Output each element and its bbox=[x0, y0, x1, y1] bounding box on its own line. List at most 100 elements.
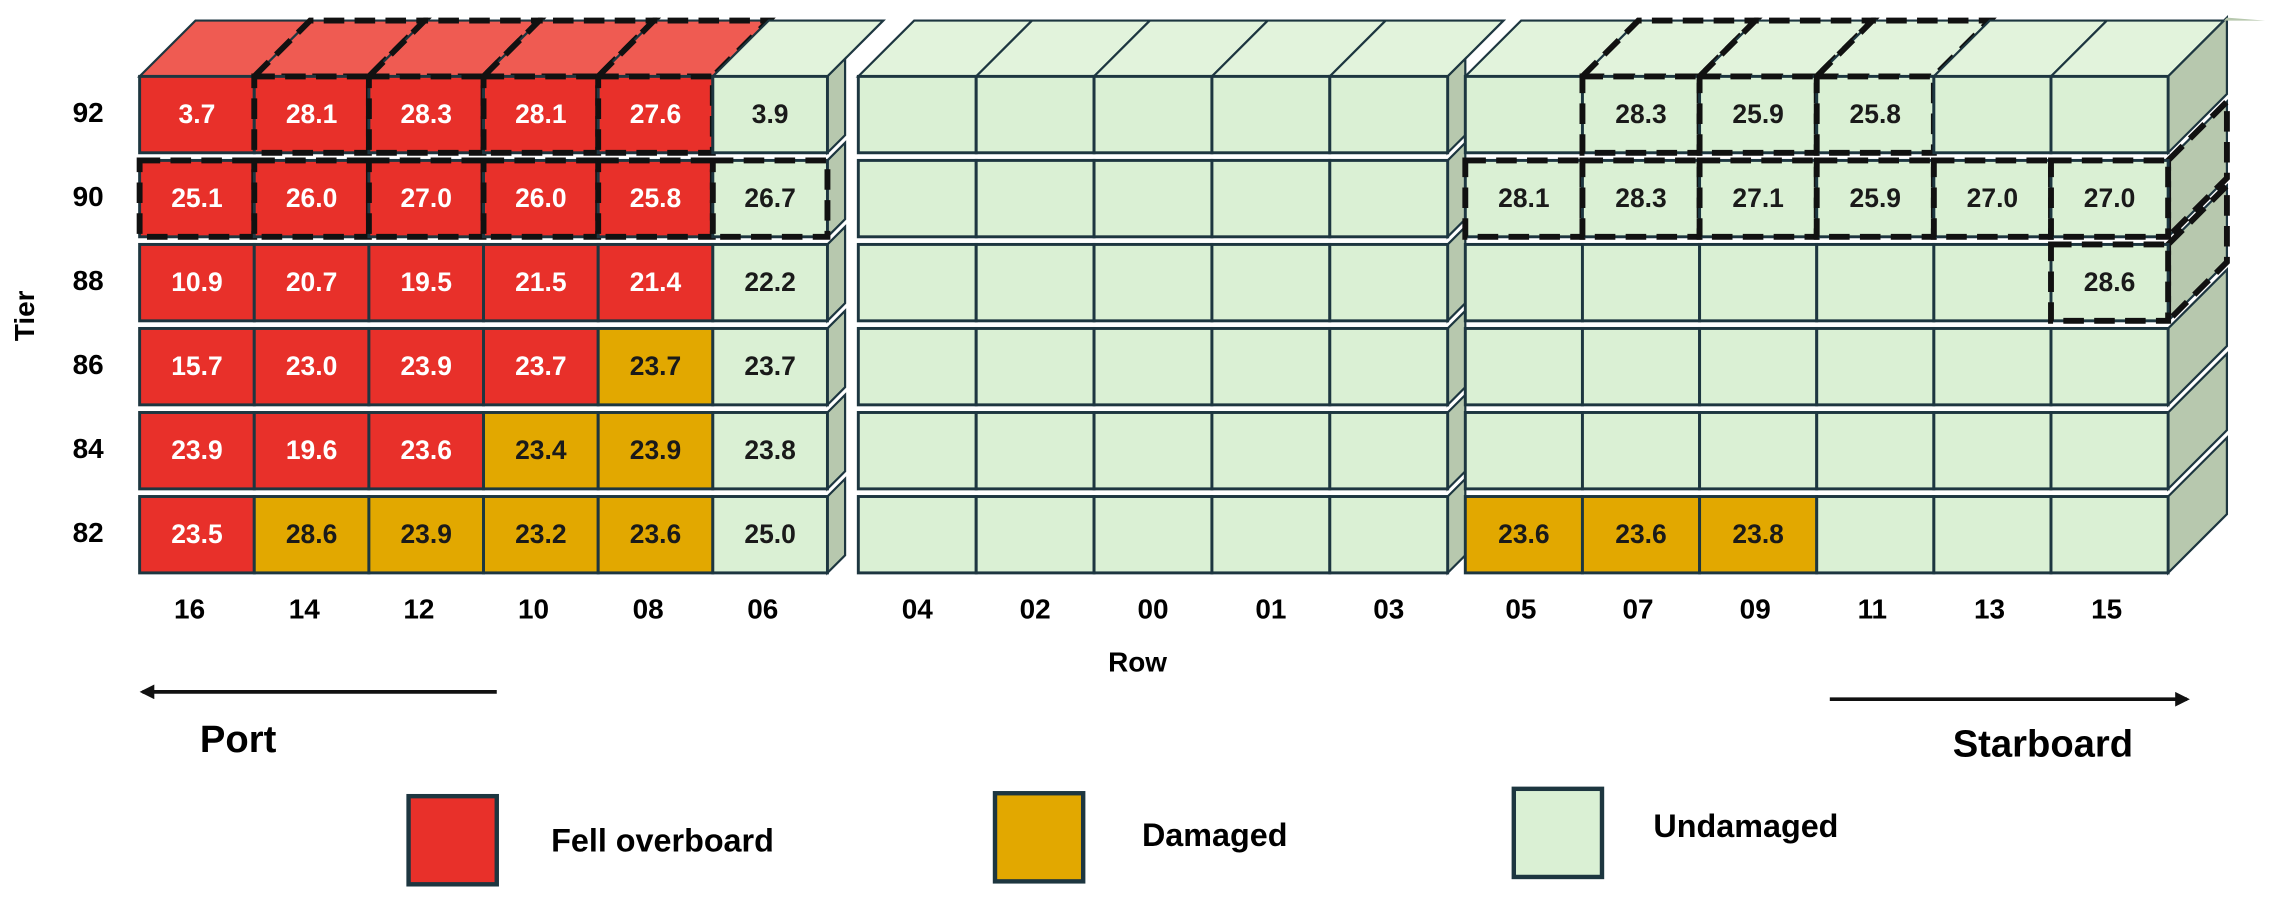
tier-label: 92 bbox=[73, 97, 104, 128]
container bbox=[1092, 242, 1214, 323]
container bbox=[1210, 74, 1332, 155]
container-side bbox=[826, 392, 847, 492]
container bbox=[711, 411, 829, 491]
container-weight: 23.9 bbox=[400, 351, 451, 381]
container-side bbox=[1446, 476, 1467, 576]
container bbox=[138, 158, 256, 239]
dashed-outline bbox=[365, 73, 487, 156]
row-label: 04 bbox=[902, 593, 934, 624]
container-weight: 27.0 bbox=[400, 183, 451, 213]
container bbox=[1580, 495, 1702, 575]
row-label: 12 bbox=[403, 593, 434, 624]
container-weight: 25.8 bbox=[630, 183, 681, 213]
container bbox=[974, 326, 1096, 407]
container-weight: 3.9 bbox=[752, 99, 789, 129]
dashed-outline bbox=[480, 157, 602, 240]
container-side bbox=[826, 224, 847, 324]
row-label: 15 bbox=[2091, 593, 2122, 624]
container bbox=[2049, 411, 2170, 491]
container bbox=[1092, 495, 1214, 575]
container-weight: 19.6 bbox=[286, 435, 337, 465]
dashed-outline bbox=[365, 157, 487, 240]
container bbox=[1210, 242, 1332, 323]
dashed-outline bbox=[136, 157, 258, 240]
container bbox=[1463, 242, 1584, 323]
container-weight: 23.7 bbox=[744, 351, 795, 381]
container-stack: 92 3.7 28.1 28.3 28.1 27.6 3.9 28.3 25.9 25.8 90 25… bbox=[73, 14, 2266, 624]
container-weight: 26.7 bbox=[744, 183, 795, 213]
container-side bbox=[1446, 308, 1467, 408]
container-weight: 23.9 bbox=[171, 435, 222, 465]
row-label: 11 bbox=[1858, 593, 1888, 624]
container-weight: 15.7 bbox=[171, 351, 222, 381]
row-label: 16 bbox=[174, 593, 205, 624]
container bbox=[2049, 495, 2170, 575]
container-weight: 23.8 bbox=[744, 435, 795, 465]
container-weight: 27.6 bbox=[630, 99, 681, 129]
container bbox=[1210, 158, 1332, 239]
row-label: 09 bbox=[1740, 593, 1771, 624]
container bbox=[1092, 158, 1214, 239]
container-weight: 23.5 bbox=[171, 519, 222, 549]
container bbox=[1328, 495, 1450, 575]
dashed-outline bbox=[709, 157, 831, 240]
container-weight: 19.5 bbox=[400, 267, 451, 297]
container bbox=[1698, 411, 1819, 491]
container bbox=[1580, 411, 1702, 491]
row-label: 14 bbox=[289, 593, 321, 624]
container bbox=[1698, 495, 1819, 575]
legend-label: Damaged bbox=[1142, 817, 1288, 853]
container bbox=[367, 326, 486, 407]
container-weight: 28.1 bbox=[286, 99, 337, 129]
tier-label: 88 bbox=[73, 265, 104, 296]
container bbox=[367, 411, 486, 491]
container bbox=[1932, 495, 2053, 575]
container-side bbox=[1446, 224, 1467, 324]
dashed-outline bbox=[2048, 157, 2172, 240]
container bbox=[1463, 74, 1584, 155]
container bbox=[1932, 242, 2053, 323]
container bbox=[711, 158, 829, 239]
container bbox=[1815, 495, 1936, 575]
port-label: Port bbox=[200, 718, 277, 761]
row-label: 02 bbox=[1020, 593, 1051, 624]
container-weight: 27.1 bbox=[1732, 183, 1783, 213]
container bbox=[974, 495, 1096, 575]
row-label: 03 bbox=[1373, 593, 1404, 624]
container-weight: 26.0 bbox=[515, 183, 566, 213]
dashed-outline bbox=[251, 157, 372, 240]
container-weight: 22.2 bbox=[744, 267, 795, 297]
row-label: 00 bbox=[1137, 593, 1168, 624]
dashed-outline bbox=[251, 73, 372, 156]
container-weight: 26.0 bbox=[286, 183, 337, 213]
container bbox=[138, 411, 256, 491]
container-weight: 25.8 bbox=[1850, 99, 1901, 129]
legend-swatch bbox=[406, 793, 499, 887]
container bbox=[138, 326, 256, 407]
container bbox=[1210, 411, 1332, 491]
container-weight: 28.6 bbox=[2084, 267, 2135, 297]
container-side bbox=[826, 56, 847, 156]
container bbox=[1463, 495, 1584, 575]
container bbox=[482, 495, 600, 575]
y-axis-title: Tier bbox=[9, 290, 40, 341]
container bbox=[711, 495, 829, 575]
container-weight: 28.1 bbox=[515, 99, 566, 129]
container bbox=[856, 411, 978, 491]
container bbox=[1463, 326, 1584, 407]
container bbox=[367, 242, 486, 323]
container bbox=[2049, 74, 2170, 155]
container bbox=[596, 411, 715, 491]
container-side bbox=[826, 308, 847, 408]
container bbox=[1092, 74, 1214, 155]
dashed-outline bbox=[595, 73, 716, 156]
container-weight: 25.9 bbox=[1732, 99, 1783, 129]
container-weight: 3.7 bbox=[179, 99, 216, 129]
container-weight: 23.7 bbox=[515, 351, 566, 381]
tier-label: 82 bbox=[73, 517, 104, 548]
dashed-outline bbox=[595, 157, 716, 240]
container-weight: 28.3 bbox=[400, 99, 451, 129]
container bbox=[711, 242, 829, 323]
row-label: 10 bbox=[518, 593, 549, 624]
